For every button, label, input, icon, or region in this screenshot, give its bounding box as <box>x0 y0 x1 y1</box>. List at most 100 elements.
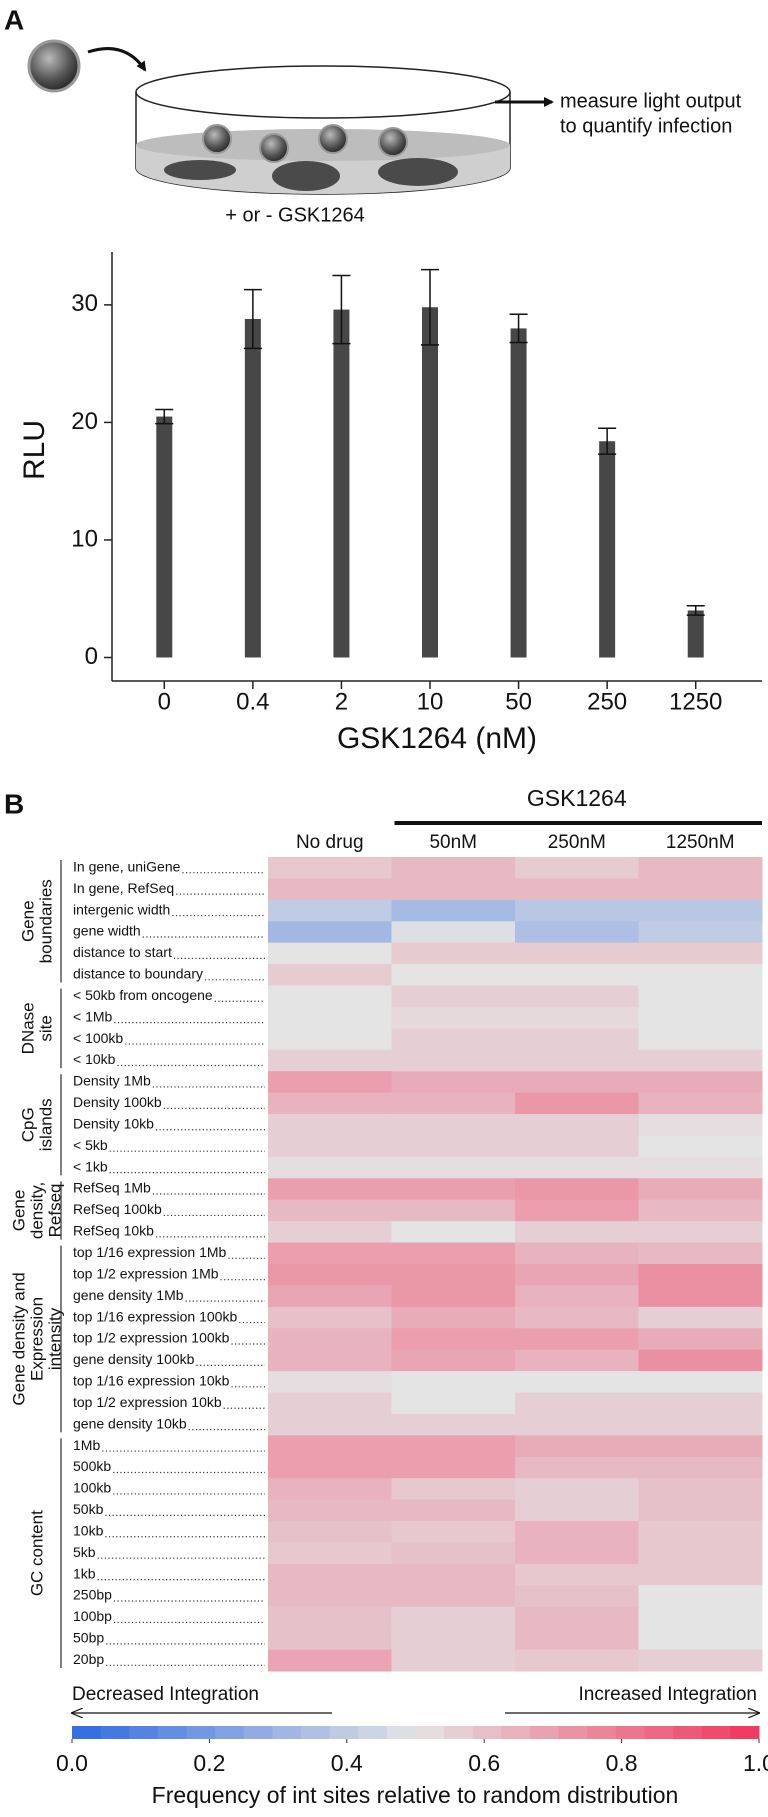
heatmap-cell <box>268 1628 392 1651</box>
heatmap-cell <box>391 1349 516 1372</box>
heatmap-cell <box>391 1242 516 1265</box>
heatmap-cell <box>515 1028 639 1051</box>
row-label: 500kb <box>73 1458 111 1474</box>
heatmap-cell <box>638 1521 763 1543</box>
heatmap-cell <box>391 942 516 965</box>
column-group-label: GSK1264 <box>527 785 627 811</box>
heatmap-cell <box>268 1371 392 1394</box>
heatmap-cell <box>515 878 639 901</box>
panel-label: B <box>4 788 24 819</box>
y-tick-label: 30 <box>71 290 98 317</box>
row-label: 50bp <box>73 1630 104 1646</box>
heatmap-cell <box>515 1478 639 1501</box>
readout-text: measure light output <box>560 90 742 112</box>
heatmap-cell <box>515 857 639 879</box>
error-bar <box>686 605 705 616</box>
column-label: No drug <box>296 832 364 853</box>
y-tick-label: 10 <box>71 525 98 552</box>
heatmap-cell <box>268 1114 392 1136</box>
heatmap-cell <box>391 985 516 1008</box>
heatmap-cell <box>268 1456 392 1479</box>
colorbar-step <box>243 1726 273 1739</box>
column-label: 1250nM <box>666 832 735 853</box>
heatmap-cell <box>638 1264 763 1286</box>
heatmap-cell <box>638 1092 763 1115</box>
heatmap-cell <box>515 1349 639 1372</box>
row-label: Density 10kb <box>73 1115 154 1131</box>
heatmap-cell <box>391 1306 516 1329</box>
heatmap-cell <box>268 1071 392 1094</box>
heatmap-cell <box>268 1049 392 1072</box>
heatmap-cell <box>515 1264 639 1286</box>
heatmap-cell <box>268 1585 392 1608</box>
row-label: 1Mb <box>73 1437 100 1453</box>
row-label: 250bp <box>73 1587 112 1603</box>
heatmap-cell <box>391 1606 516 1629</box>
heatmap-cell <box>515 1049 639 1072</box>
heatmap-cell <box>391 1413 516 1436</box>
row-label: top 1/16 expression 10kb <box>73 1373 230 1389</box>
colorbar-step <box>358 1726 388 1739</box>
virion <box>378 127 408 157</box>
heatmap-cell <box>515 1456 639 1479</box>
heatmap-cell <box>515 942 639 965</box>
heatmap-cell <box>638 1135 763 1158</box>
heatmap-cell <box>391 1542 516 1565</box>
row-label: top 1/2 expression 10kb <box>73 1394 222 1410</box>
heatmap-cell <box>391 1392 516 1415</box>
error-bar <box>155 408 174 425</box>
colorbar-step <box>673 1726 703 1739</box>
row-label: 50kb <box>73 1501 104 1517</box>
heatmap-cell <box>268 1264 392 1286</box>
heatmap-cell <box>638 1328 763 1351</box>
colorbar-step <box>530 1726 560 1739</box>
row-label: gene width <box>73 923 141 939</box>
heatmap-cell <box>638 1371 763 1394</box>
heatmap-cell <box>638 1606 763 1629</box>
x-tick-label: 50 <box>505 688 532 715</box>
heatmap-cell <box>638 857 763 879</box>
illustration: measure light output to quantify infecti… <box>27 39 742 226</box>
x-tick-label: 2 <box>335 688 348 715</box>
heatmap-cell <box>391 1006 516 1029</box>
heatmap-cell <box>391 1135 516 1158</box>
row-label: RefSeq 1Mb <box>73 1180 151 1196</box>
heatmap-cell <box>515 1114 639 1136</box>
row-label: 1kb <box>73 1565 96 1581</box>
row-group-label: Refseq <box>45 1184 64 1238</box>
annotation: Decreased Integration <box>72 1684 259 1705</box>
heatmap-cell <box>515 1499 639 1522</box>
row-label: intergenic width <box>73 901 170 917</box>
colorbar-tick-label: 0.0 <box>56 1750 88 1776</box>
bar <box>510 328 527 658</box>
heatmap-cell <box>391 921 516 944</box>
colorbar-step <box>72 1726 102 1739</box>
heatmap-cell <box>268 964 392 987</box>
heatmap-cell <box>638 1242 763 1265</box>
heatmap-cell <box>391 1628 516 1651</box>
heatmap-cell <box>268 1328 392 1351</box>
heatmap-cell <box>391 1071 516 1094</box>
heatmap-cell <box>268 878 392 901</box>
heatmap-cell <box>391 1156 516 1179</box>
row-label: top 1/2 expression 100kb <box>73 1330 230 1346</box>
x-tick-label: 0 <box>158 688 171 715</box>
bar <box>422 307 438 658</box>
row-label: 5kb <box>73 1544 96 1560</box>
heatmap-cell <box>268 985 392 1008</box>
colorbar-step <box>644 1726 674 1739</box>
row-label: Density 100kb <box>73 1094 162 1110</box>
row-group-label: Gene density and <box>9 1272 28 1405</box>
heatmap-cell <box>268 1499 392 1522</box>
heatmap-cell <box>268 1478 392 1501</box>
heatmap-cell <box>268 1156 392 1179</box>
colorbar-step <box>415 1726 445 1739</box>
colorbar-tick-label: 0.4 <box>331 1750 363 1776</box>
row-group-label: Expression <box>27 1297 46 1381</box>
heatmap-cell <box>391 857 516 879</box>
bar <box>333 309 350 658</box>
heatmap-cell <box>638 1221 763 1244</box>
heatmap-cell <box>515 1135 639 1158</box>
colorbar-step <box>587 1726 617 1739</box>
x-tick-label: 250 <box>587 688 627 715</box>
